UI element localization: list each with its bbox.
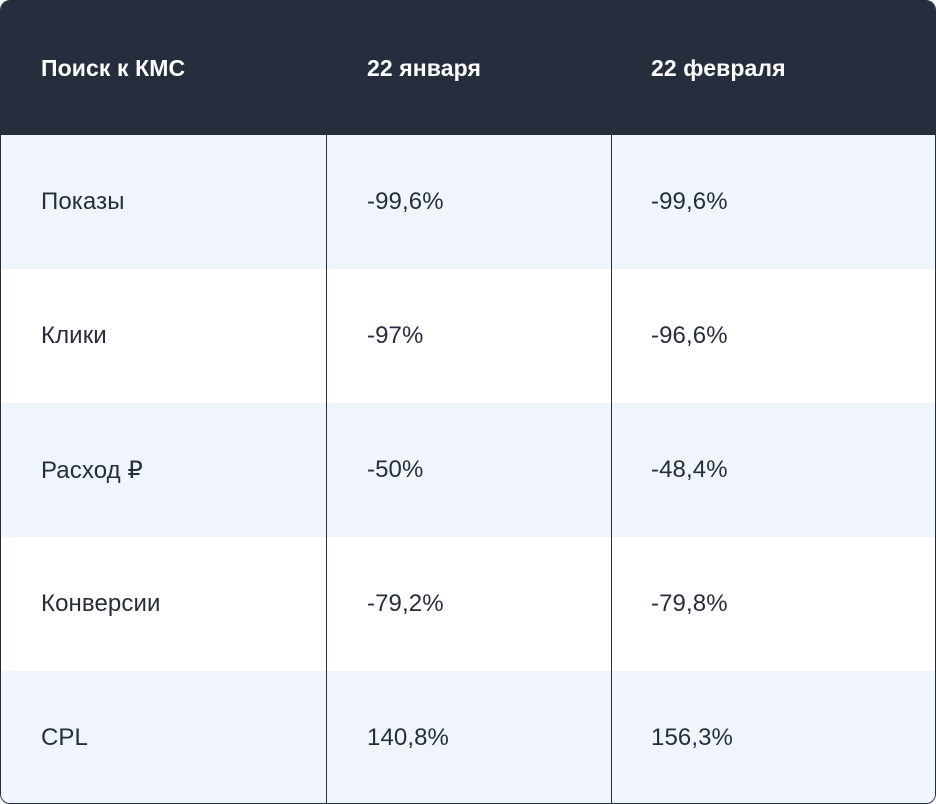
row-label: CPL xyxy=(41,724,88,751)
row-label: Клики xyxy=(41,322,107,349)
row-value-feb: -48,4% xyxy=(651,456,728,483)
table-row: CPL 140,8% 156,3% xyxy=(1,671,935,803)
row-value-jan: -99,6% xyxy=(367,188,444,215)
row-value-jan: -79,2% xyxy=(367,590,444,617)
row-value-feb: -96,6% xyxy=(651,322,728,349)
table-row: Конверсии -79,2% -79,8% xyxy=(1,537,935,671)
table-row: Показы -99,6% -99,6% xyxy=(1,135,935,269)
column-divider xyxy=(326,1,327,803)
table-row: Клики -97% -96,6% xyxy=(1,269,935,403)
table-row: Расход ₽ -50% -48,4% xyxy=(1,403,935,537)
row-label: Показы xyxy=(41,188,125,215)
column-divider xyxy=(611,1,612,803)
row-value-jan: 140,8% xyxy=(367,724,449,751)
row-value-jan: -50% xyxy=(367,456,424,483)
row-value-jan: -97% xyxy=(367,322,424,349)
row-label: Расход ₽ xyxy=(41,456,143,484)
header-cell-jan: 22 января xyxy=(327,1,612,135)
row-value-feb: -99,6% xyxy=(651,188,728,215)
header-cell-feb: 22 февраля xyxy=(651,54,786,81)
row-value-feb: -79,8% xyxy=(651,590,728,617)
row-label: Конверсии xyxy=(41,590,161,617)
header-cell-metric: Поиск к КМС xyxy=(1,1,327,135)
table-header-row: Поиск к КМС 22 января 22 февраля xyxy=(1,1,935,135)
row-value-feb: 156,3% xyxy=(651,724,733,751)
